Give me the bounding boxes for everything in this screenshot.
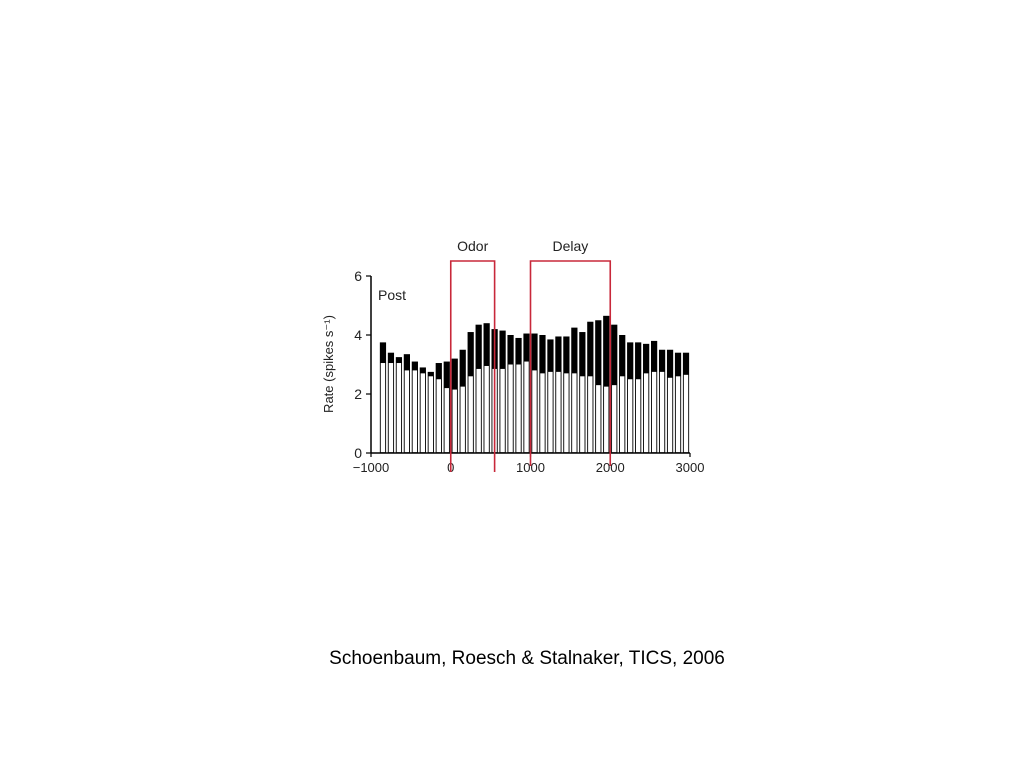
bar-white (412, 370, 418, 453)
annotations: Odor Delay (449, 238, 612, 472)
bar-white (468, 376, 473, 453)
bar-white (396, 363, 402, 453)
bar-white (683, 374, 689, 453)
bar-white (612, 385, 617, 453)
x-tick-label: −1000 (353, 460, 390, 475)
bar-white (588, 376, 593, 453)
annotation-bracket-delay (529, 260, 612, 466)
bar-white (524, 361, 529, 453)
bar-white (580, 376, 585, 453)
panel-label: Post (378, 287, 406, 303)
bars-layer (379, 315, 690, 453)
y-tick-label: 4 (354, 327, 362, 343)
bar-black (603, 315, 610, 453)
bar-white (420, 373, 426, 453)
bar-white (532, 370, 537, 453)
bar-white (643, 373, 649, 453)
bar-white (548, 371, 553, 453)
bar-white (388, 363, 394, 453)
bar-white (667, 377, 673, 453)
bar-white (572, 373, 577, 453)
source-caption: Schoenbaum, Roesch & Stalnaker, TICS, 20… (329, 648, 725, 669)
bar-white (564, 373, 569, 453)
y-tick-label: 2 (354, 386, 362, 402)
bar-white (428, 376, 434, 453)
bar-white (675, 376, 681, 453)
y-axis-label: Rate (spikes s⁻¹) (321, 315, 336, 413)
y-tick-label: 0 (354, 445, 362, 461)
bar-white (604, 386, 609, 453)
bar-white (516, 364, 521, 453)
bar-white (508, 364, 513, 453)
bar-white (436, 379, 441, 453)
x-tick-label: 1000 (516, 460, 545, 475)
bar-white (540, 373, 545, 453)
bar-white (460, 386, 465, 453)
bar-white (651, 371, 657, 453)
bar-white (500, 368, 505, 453)
annotation-bracket-odor (449, 260, 496, 472)
bar-white (596, 385, 601, 453)
bar-white (556, 371, 561, 453)
bar-white (380, 363, 386, 453)
bar-white (635, 379, 641, 453)
bar-white (620, 376, 625, 453)
bar-white (659, 371, 665, 453)
annotation-label-odor: Odor (457, 238, 488, 254)
y-tick-label: 6 (354, 268, 362, 284)
bar-white (484, 365, 489, 453)
x-tick-label: 2000 (596, 460, 625, 475)
annotation-label-delay: Delay (552, 238, 588, 254)
x-tick-label: 3000 (676, 460, 705, 475)
bar-white (404, 370, 410, 453)
bar-white (444, 388, 449, 453)
bar-white (476, 368, 481, 453)
bar-white (627, 379, 633, 453)
bar-white (452, 389, 457, 453)
